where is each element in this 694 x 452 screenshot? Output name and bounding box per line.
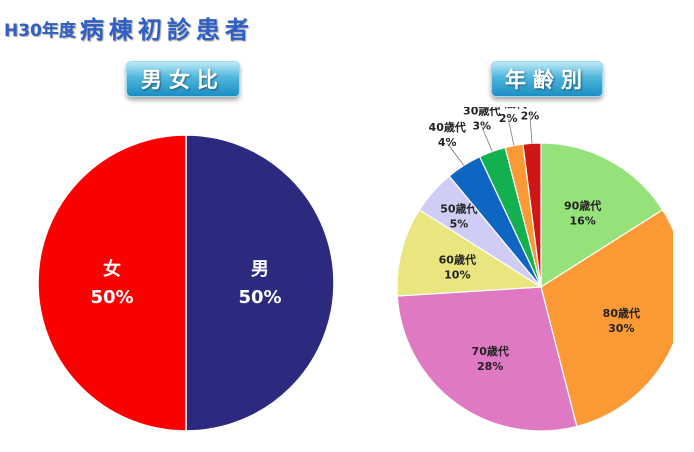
age-slice-70	[396, 286, 578, 432]
gender-slice-0	[185, 134, 335, 432]
age-leader-line	[529, 116, 533, 144]
title-text: 病棟初診患者	[79, 16, 254, 44]
page-title: H30年度 病棟初診患者	[4, 4, 254, 44]
age-slice-value: 16%	[569, 214, 595, 227]
gender-slice-label: 女	[103, 258, 121, 280]
gender-slice-label: 男	[251, 259, 269, 280]
age-slice-label: 20歳代	[490, 107, 527, 110]
age-slice-label: 90歳代	[564, 198, 601, 212]
age-slice-value: 4%	[438, 136, 457, 149]
age-slice-label: 50歳代	[440, 202, 477, 216]
gender-ratio-heading: 男女比	[126, 61, 240, 97]
age-slice-10	[522, 142, 542, 288]
age-slice-value: 2%	[499, 112, 518, 125]
fiscal-year-label: H30年度	[4, 21, 76, 41]
age-leader-line	[507, 118, 515, 146]
age-leader-line	[446, 142, 465, 166]
age-slice-60	[396, 209, 543, 297]
gender-slice-value: 50%	[90, 287, 133, 308]
age-group-heading: 年齢別	[491, 61, 603, 97]
age-slice-value: 2%	[521, 109, 540, 122]
gender-slice-1	[37, 134, 187, 432]
age-slice-value: 10%	[444, 269, 470, 282]
age-slice-80	[540, 209, 673, 428]
age-slice-label: 40歳代	[429, 120, 466, 134]
age-slice-label: 30歳代	[463, 107, 500, 117]
age-slice-label: 60歳代	[439, 253, 476, 267]
age-slice-value: 5%	[450, 218, 469, 231]
gender-slice-value: 50%	[238, 287, 281, 308]
age-slice-value: 30%	[608, 322, 634, 335]
age-slice-value: 3%	[472, 119, 491, 132]
age-leader-line	[481, 126, 493, 152]
gender-pie-chart: 男 50% 女 50%	[37, 134, 335, 432]
age-slice-label: 70歳代	[472, 344, 509, 358]
age-slice-value: 28%	[477, 360, 503, 373]
age-pie-chart: 90歳代 16% 80歳代 30% 70歳代 28% 60歳代 10% 50歳代 5% 40歳代 4%…	[396, 107, 673, 432]
age-slice-90	[540, 142, 664, 289]
age-slice-label: 80歳代	[603, 306, 640, 320]
